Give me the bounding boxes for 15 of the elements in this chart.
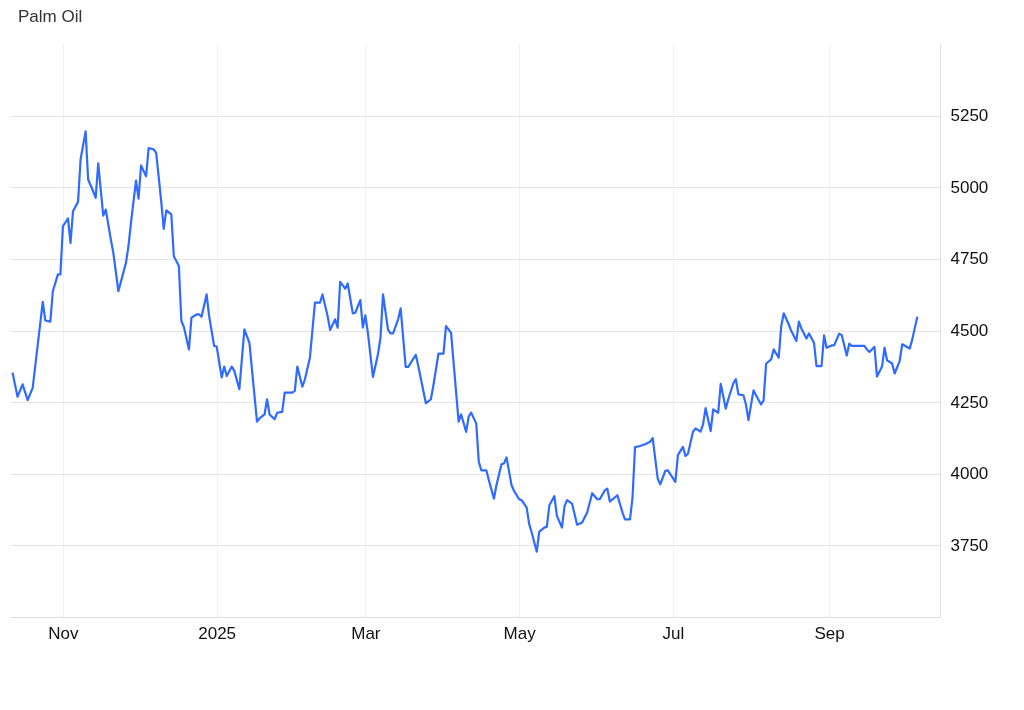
y-tick-label: 4750: [950, 249, 989, 269]
y-tick-label: 3750: [950, 535, 989, 555]
x-tick-label: Sep: [814, 623, 845, 643]
x-tick-label: Nov: [48, 623, 80, 643]
x-tick-label: Mar: [351, 623, 381, 643]
y-tick-label: 4000: [950, 464, 989, 484]
chart-title: Palm Oil: [18, 7, 83, 26]
line-series: [11, 130, 919, 553]
x-tick-label: Jul: [662, 623, 685, 643]
y-tick-label: 4500: [950, 321, 989, 340]
y-tick-label: 5250: [950, 106, 989, 126]
y-tick-label: 4250: [950, 392, 989, 412]
y-tick-label: 5000: [950, 177, 989, 197]
x-tick-label: 2025: [198, 623, 237, 643]
x-tick-label: May: [503, 623, 537, 643]
